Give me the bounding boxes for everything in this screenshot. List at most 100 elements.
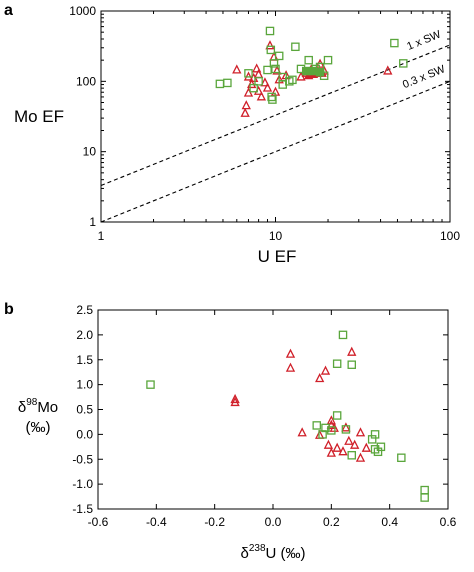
panel-b-marks xyxy=(146,330,429,502)
open-square-marker xyxy=(373,447,383,457)
y-tick-label: 2.5 xyxy=(76,303,93,317)
y-tick-label: 10 xyxy=(83,145,97,159)
panel-b-y-axis-unit: (‰) xyxy=(26,419,51,436)
open-square-marker xyxy=(271,64,280,74)
open-square-marker xyxy=(268,95,277,104)
open-triangle-marker xyxy=(260,77,270,87)
y-tick-label: -1.5 xyxy=(72,502,93,516)
y-tick-label: 1.5 xyxy=(76,353,93,367)
open-triangle-marker xyxy=(355,427,366,437)
open-square-marker xyxy=(146,380,155,389)
x-tick-label: 1 xyxy=(98,229,105,243)
open-square-marker xyxy=(332,411,342,420)
open-square-marker xyxy=(347,360,356,369)
panel-b: b -0.6 -0.4 -0.2 0.0 0.2 0.4 0.6 -1.5 -1.0 -0.5 0.… xyxy=(4,301,457,562)
x-tick-label: -0.2 xyxy=(204,515,225,529)
panel-a-label: a xyxy=(4,2,13,19)
open-triangle-marker xyxy=(297,427,307,437)
filled-square-marker xyxy=(301,66,311,76)
open-square-marker xyxy=(249,83,258,93)
open-square-marker xyxy=(244,69,253,78)
open-triangle-marker xyxy=(338,446,348,456)
open-triangle-marker xyxy=(332,442,342,452)
y-tick-label: 1.0 xyxy=(76,378,93,392)
x-tick-label: 0.2 xyxy=(323,515,340,529)
open-triangle-marker xyxy=(285,362,296,372)
y-tick-label: 0.0 xyxy=(76,427,93,441)
open-square-marker xyxy=(327,426,336,435)
open-square-marker xyxy=(420,493,429,502)
open-triangle-marker xyxy=(243,87,254,97)
open-triangle-marker xyxy=(240,107,250,117)
y-tick-label: 0.5 xyxy=(76,403,93,417)
panel-a: a 1 10 100 1 10 100 1000 1 x SW 0.3 x SW U EF M… xyxy=(4,2,460,266)
open-triangle-marker xyxy=(246,78,257,89)
open-square-marker xyxy=(370,430,380,439)
open-triangle-marker xyxy=(315,373,325,383)
panel-b-label: b xyxy=(4,301,14,318)
open-square-marker xyxy=(304,55,313,65)
x-tick-label: 0.4 xyxy=(381,515,398,529)
open-square-marker xyxy=(254,77,263,86)
open-square-marker xyxy=(332,359,342,368)
open-triangle-marker xyxy=(265,40,275,50)
open-square-marker xyxy=(312,421,321,430)
open-square-marker xyxy=(367,435,377,444)
open-square-marker xyxy=(323,55,333,65)
open-triangle-marker xyxy=(232,64,242,74)
open-square-marker xyxy=(265,26,275,36)
open-triangle-marker xyxy=(230,393,240,404)
y-tick-label: 1 xyxy=(89,215,96,229)
open-square-marker xyxy=(341,425,351,434)
open-square-marker xyxy=(370,445,380,454)
open-triangle-marker xyxy=(241,100,251,110)
open-square-marker xyxy=(288,75,297,85)
y-tick-label: -0.5 xyxy=(72,452,93,466)
open-triangle-marker xyxy=(347,346,357,356)
y-tick-label: 100 xyxy=(76,74,96,88)
x-tick-label: 10 xyxy=(269,229,283,243)
y-tick-label: -1.0 xyxy=(72,477,93,491)
open-square-marker xyxy=(223,78,232,88)
open-triangle-marker xyxy=(323,439,334,449)
panel-b-plot-frame xyxy=(97,309,449,510)
open-square-marker xyxy=(397,453,406,463)
panel-a-reference-lines xyxy=(100,44,451,223)
open-square-marker xyxy=(269,59,279,68)
open-triangle-marker xyxy=(262,82,273,92)
open-square-marker xyxy=(291,42,300,52)
open-square-marker xyxy=(318,430,327,439)
open-square-marker xyxy=(215,79,225,89)
open-triangle-marker xyxy=(350,439,360,449)
open-triangle-marker xyxy=(329,422,339,432)
open-square-marker xyxy=(347,451,356,460)
open-square-marker xyxy=(376,442,386,452)
open-triangle-marker xyxy=(326,415,336,425)
open-square-marker xyxy=(266,45,276,55)
open-triangle-marker xyxy=(355,452,366,462)
x-tick-label: 0.6 xyxy=(440,515,457,529)
open-triangle-marker xyxy=(344,435,354,445)
panel-a-y-axis-label: Mo EF xyxy=(14,107,64,126)
open-triangle-marker xyxy=(252,63,262,73)
x-tick-label: -0.4 xyxy=(146,515,167,529)
open-square-marker xyxy=(267,92,276,102)
open-square-marker xyxy=(420,485,429,495)
filled-square-marker xyxy=(315,67,325,77)
open-square-marker xyxy=(338,330,348,340)
reference-line-label: 0.3 x SW xyxy=(401,63,447,91)
open-triangle-marker xyxy=(230,396,240,407)
open-square-marker xyxy=(321,423,330,433)
reference-line-label: 1 x SW xyxy=(405,28,443,53)
x-tick-label: 100 xyxy=(440,229,460,243)
open-square-marker xyxy=(278,72,287,82)
open-triangle-marker xyxy=(256,91,267,101)
y-tick-label: 1000 xyxy=(69,4,96,18)
x-tick-label: -0.6 xyxy=(88,515,109,529)
panel-b-ticks: -0.6 -0.4 -0.2 0.0 0.2 0.4 0.6 -1.5 -1.0 -0.5 0.0 0… xyxy=(72,303,456,529)
panel-a-ticks: 1 10 100 1 10 100 1000 xyxy=(69,4,460,243)
y-tick-label: 2.0 xyxy=(76,328,93,342)
panel-a-reference-labels: 1 x SW 0.3 x SW xyxy=(401,28,447,91)
open-triangle-marker xyxy=(315,429,325,439)
open-square-marker xyxy=(263,65,272,75)
